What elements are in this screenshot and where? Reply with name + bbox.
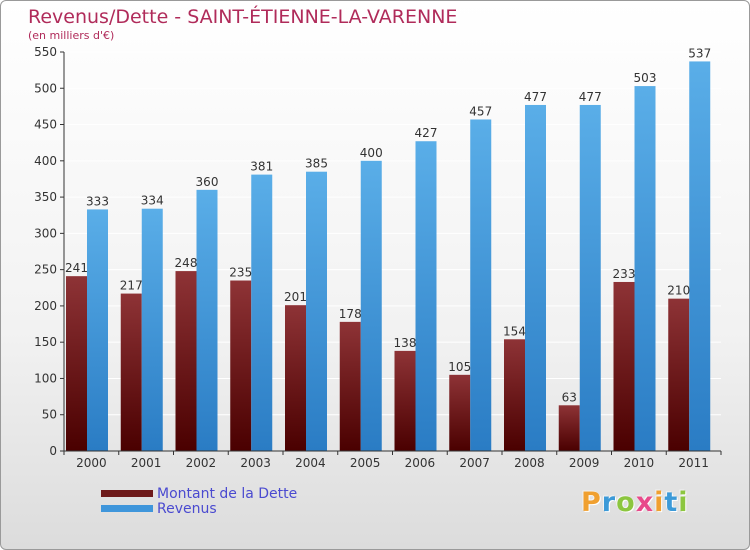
bar-revenus <box>87 209 108 451</box>
data-label-revenus: 537 <box>688 46 711 60</box>
x-tick-label: 2005 <box>350 456 381 470</box>
data-label-revenus: 385 <box>305 157 328 171</box>
x-tick-label: 2001 <box>131 456 162 470</box>
bar-dette <box>285 305 306 451</box>
bar-dette <box>230 280 252 451</box>
data-label-dette: 217 <box>120 279 143 293</box>
bar-revenus <box>360 160 382 451</box>
bar-revenus <box>415 141 437 452</box>
gridlines <box>64 51 721 416</box>
bars <box>66 61 711 452</box>
bar-revenus <box>141 208 163 451</box>
x-tick-label: 2004 <box>295 456 326 470</box>
data-label-dette: 241 <box>65 261 88 275</box>
data-label-revenus: 457 <box>469 104 492 118</box>
logo-letter: i <box>678 487 689 518</box>
y-tick-label: 200 <box>34 299 57 313</box>
bar-dette <box>339 321 361 451</box>
legend-swatch-dette <box>101 490 153 497</box>
bar-revenus <box>579 104 601 451</box>
data-label-revenus: 400 <box>360 146 383 160</box>
legend-swatch-revenus <box>101 505 153 512</box>
logo-letter: x <box>635 487 655 518</box>
bar-revenus <box>634 86 656 451</box>
x-tick-label: 2010 <box>624 456 655 470</box>
y-tick-label: 100 <box>34 371 57 385</box>
bar-revenus <box>470 119 492 451</box>
bar-revenus <box>525 104 546 451</box>
data-label-dette: 105 <box>448 360 471 374</box>
y-tick-label: 0 <box>49 444 57 458</box>
logo-letter: t <box>664 487 679 518</box>
x-tick-label: 2002 <box>186 456 217 470</box>
bar-dette <box>175 271 197 451</box>
bar-revenus <box>689 61 711 451</box>
data-label-revenus: 334 <box>141 194 164 208</box>
axes: 0 50 100 150 200 250 300 350 400 450 500 550 2000 200… <box>34 45 722 470</box>
data-label-revenus: 477 <box>524 90 547 104</box>
data-label-dette: 63 <box>562 390 577 404</box>
bar-revenus <box>196 189 218 451</box>
proxiti-logo: Proxiti <box>581 487 689 518</box>
data-label-revenus: 477 <box>579 90 602 104</box>
data-label-dette: 138 <box>394 336 417 350</box>
x-tick-label: 2008 <box>514 456 545 470</box>
y-tick-label: 500 <box>34 81 57 95</box>
logo-letter: o <box>616 487 636 518</box>
y-tick-label: 350 <box>34 190 57 204</box>
bar-dette <box>66 276 87 451</box>
y-tick-label: 50 <box>42 408 57 422</box>
data-label-dette: 233 <box>613 267 636 281</box>
data-label-revenus: 360 <box>196 175 219 189</box>
logo-letter: i <box>654 487 665 518</box>
x-tick-label: 2000 <box>76 456 107 470</box>
data-label-dette: 178 <box>339 307 362 321</box>
y-tick-label: 250 <box>34 263 57 277</box>
data-label-dette: 154 <box>503 324 526 338</box>
bar-dette <box>394 350 416 451</box>
x-tick-label: 2009 <box>569 456 600 470</box>
y-tick-label: 150 <box>34 335 57 349</box>
logo-letter: P <box>581 487 602 518</box>
data-label-dette: 210 <box>667 284 690 298</box>
x-tick-label: 2003 <box>240 456 271 470</box>
chart-title: Revenus/Dette - SAINT-ÉTIENNE-LA-VARENNE <box>28 6 458 28</box>
data-label-revenus: 381 <box>250 160 273 174</box>
data-labels: 241 333 217 334 248 360 235 381 201 385 178 400 138 4… <box>65 46 711 404</box>
x-tick-label: 2011 <box>678 456 709 470</box>
logo-letter: r <box>601 487 617 518</box>
x-tick-label: 2007 <box>459 456 490 470</box>
bar-dette <box>449 374 471 451</box>
bar-revenus <box>251 174 273 452</box>
y-tick-label: 550 <box>34 45 57 59</box>
x-tick-label: 2006 <box>405 456 436 470</box>
data-label-dette: 248 <box>175 256 198 270</box>
bar-dette <box>668 298 690 451</box>
bar-dette <box>613 281 635 451</box>
legend-label-dette: Montant de la Dette <box>157 486 298 502</box>
y-tick-label: 450 <box>34 118 57 132</box>
y-tick-label: 300 <box>34 226 57 240</box>
data-label-revenus: 333 <box>86 194 109 208</box>
data-label-revenus: 427 <box>415 126 438 140</box>
bar-dette <box>120 293 142 451</box>
y-tick-label: 400 <box>34 154 57 168</box>
data-label-dette: 201 <box>284 290 307 304</box>
chart-subtitle: (en milliers d'€) <box>28 29 115 42</box>
bar-dette <box>504 339 525 451</box>
bar-dette <box>558 405 580 451</box>
data-label-dette: 235 <box>229 266 252 280</box>
legend-label-revenus: Revenus <box>157 501 217 517</box>
bar-revenus <box>306 171 327 451</box>
data-label-revenus: 503 <box>634 71 657 85</box>
